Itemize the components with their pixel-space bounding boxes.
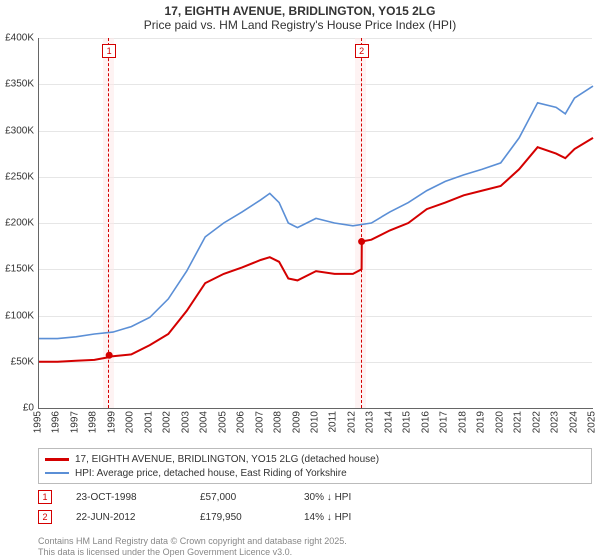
xtick-label: 2016: [420, 411, 431, 433]
xtick-label: 2007: [254, 411, 265, 433]
xtick-label: 2017: [439, 411, 450, 433]
footnote-line-1: Contains HM Land Registry data © Crown c…: [38, 536, 347, 547]
xtick-label: 2024: [568, 411, 579, 433]
xtick-label: 2015: [402, 411, 413, 433]
ytick-label: £200K: [0, 218, 34, 229]
sale-dot: [358, 238, 365, 245]
sale-price-2: £179,950: [200, 512, 280, 523]
footnote: Contains HM Land Registry data © Crown c…: [38, 536, 347, 558]
chart-subtitle: Price paid vs. HM Land Registry's House …: [0, 18, 600, 36]
xtick-label: 2020: [494, 411, 505, 433]
xtick-label: 2009: [291, 411, 302, 433]
chart-container: 17, EIGHTH AVENUE, BRIDLINGTON, YO15 2LG…: [0, 0, 600, 560]
xtick-label: 2012: [346, 411, 357, 433]
sale-delta-2: 14% ↓ HPI: [304, 512, 351, 523]
legend-row-hpi: HPI: Average price, detached house, East…: [45, 466, 585, 480]
legend-swatch-hpi: [45, 472, 69, 474]
xtick-label: 2003: [180, 411, 191, 433]
xtick-label: 1996: [51, 411, 62, 433]
ytick-label: £50K: [0, 356, 34, 367]
plot-svg: [38, 38, 593, 409]
xtick-label: 2022: [531, 411, 542, 433]
xtick-label: 2011: [328, 411, 339, 433]
sale-marker-box: 2: [355, 44, 369, 58]
xtick-label: 2014: [383, 411, 394, 433]
ytick-label: £150K: [0, 264, 34, 275]
sale-marker-2: 2: [38, 510, 52, 524]
xtick-label: 1999: [106, 411, 117, 433]
chart-area: 12 £0£50K£100K£150K£200K£250K£300K£350K£…: [38, 38, 592, 408]
sale-price-1: £57,000: [200, 492, 280, 503]
xtick-label: 1995: [33, 411, 44, 433]
xtick-label: 1998: [88, 411, 99, 433]
sale-marker-box: 1: [102, 44, 116, 58]
legend-swatch-property: [45, 458, 69, 461]
xtick-label: 2023: [550, 411, 561, 433]
xtick-label: 2019: [476, 411, 487, 433]
sale-row-1: 1 23-OCT-1998 £57,000 30% ↓ HPI: [38, 490, 592, 504]
legend-label-property: 17, EIGHTH AVENUE, BRIDLINGTON, YO15 2LG…: [75, 454, 379, 465]
ytick-label: £0: [0, 403, 34, 414]
sale-date-1: 23-OCT-1998: [76, 492, 176, 503]
sale-delta-1: 30% ↓ HPI: [304, 492, 351, 503]
xtick-label: 2025: [587, 411, 598, 433]
xtick-label: 2018: [457, 411, 468, 433]
ytick-label: £400K: [0, 33, 34, 44]
xtick-label: 2002: [162, 411, 173, 433]
ytick-label: £300K: [0, 125, 34, 136]
xtick-label: 2000: [125, 411, 136, 433]
xtick-label: 2013: [365, 411, 376, 433]
xtick-label: 2004: [199, 411, 210, 433]
xtick-label: 2005: [217, 411, 228, 433]
legend: 17, EIGHTH AVENUE, BRIDLINGTON, YO15 2LG…: [38, 448, 592, 484]
xtick-label: 2010: [310, 411, 321, 433]
ytick-label: £250K: [0, 171, 34, 182]
xtick-label: 2008: [273, 411, 284, 433]
footnote-line-2: This data is licensed under the Open Gov…: [38, 547, 347, 558]
ytick-label: £100K: [0, 310, 34, 321]
xtick-label: 2001: [143, 411, 154, 433]
legend-row-property: 17, EIGHTH AVENUE, BRIDLINGTON, YO15 2LG…: [45, 452, 585, 466]
sale-row-2: 2 22-JUN-2012 £179,950 14% ↓ HPI: [38, 510, 592, 524]
series-property: [39, 138, 593, 362]
sale-date-2: 22-JUN-2012: [76, 512, 176, 523]
ytick-label: £350K: [0, 79, 34, 90]
chart-title: 17, EIGHTH AVENUE, BRIDLINGTON, YO15 2LG: [0, 0, 600, 18]
sale-dot: [106, 352, 113, 359]
xtick-label: 2006: [236, 411, 247, 433]
xtick-label: 1997: [69, 411, 80, 433]
legend-label-hpi: HPI: Average price, detached house, East…: [75, 468, 347, 479]
sale-marker-1: 1: [38, 490, 52, 504]
xtick-label: 2021: [513, 411, 524, 433]
series-hpi: [39, 86, 593, 339]
